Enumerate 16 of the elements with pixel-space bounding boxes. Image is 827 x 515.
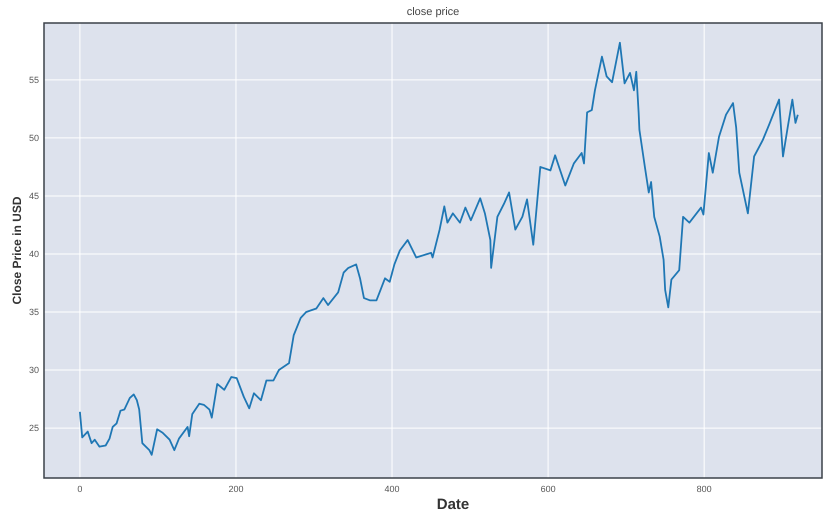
x-tick-label: 200 <box>228 484 244 494</box>
line-series <box>78 42 799 456</box>
y-axis-title: Close Price in USD <box>10 196 24 305</box>
x-tick-label: 600 <box>540 484 556 494</box>
x-axis-title: Date <box>436 496 470 513</box>
chart-title: close price <box>406 6 460 18</box>
y-tick-label: 45 <box>28 190 39 201</box>
y-tick-label: 55 <box>28 74 39 85</box>
y-tick-label: 50 <box>28 132 39 143</box>
x-tick-label: 0 <box>77 484 82 494</box>
x-tick-label: 800 <box>696 484 712 494</box>
y-tick-label: 40 <box>28 248 39 259</box>
y-tick-label: 35 <box>28 307 39 318</box>
y-tick-label: 25 <box>28 423 39 434</box>
y-tick-label: 30 <box>28 365 39 376</box>
x-tick-label: 400 <box>384 484 400 494</box>
